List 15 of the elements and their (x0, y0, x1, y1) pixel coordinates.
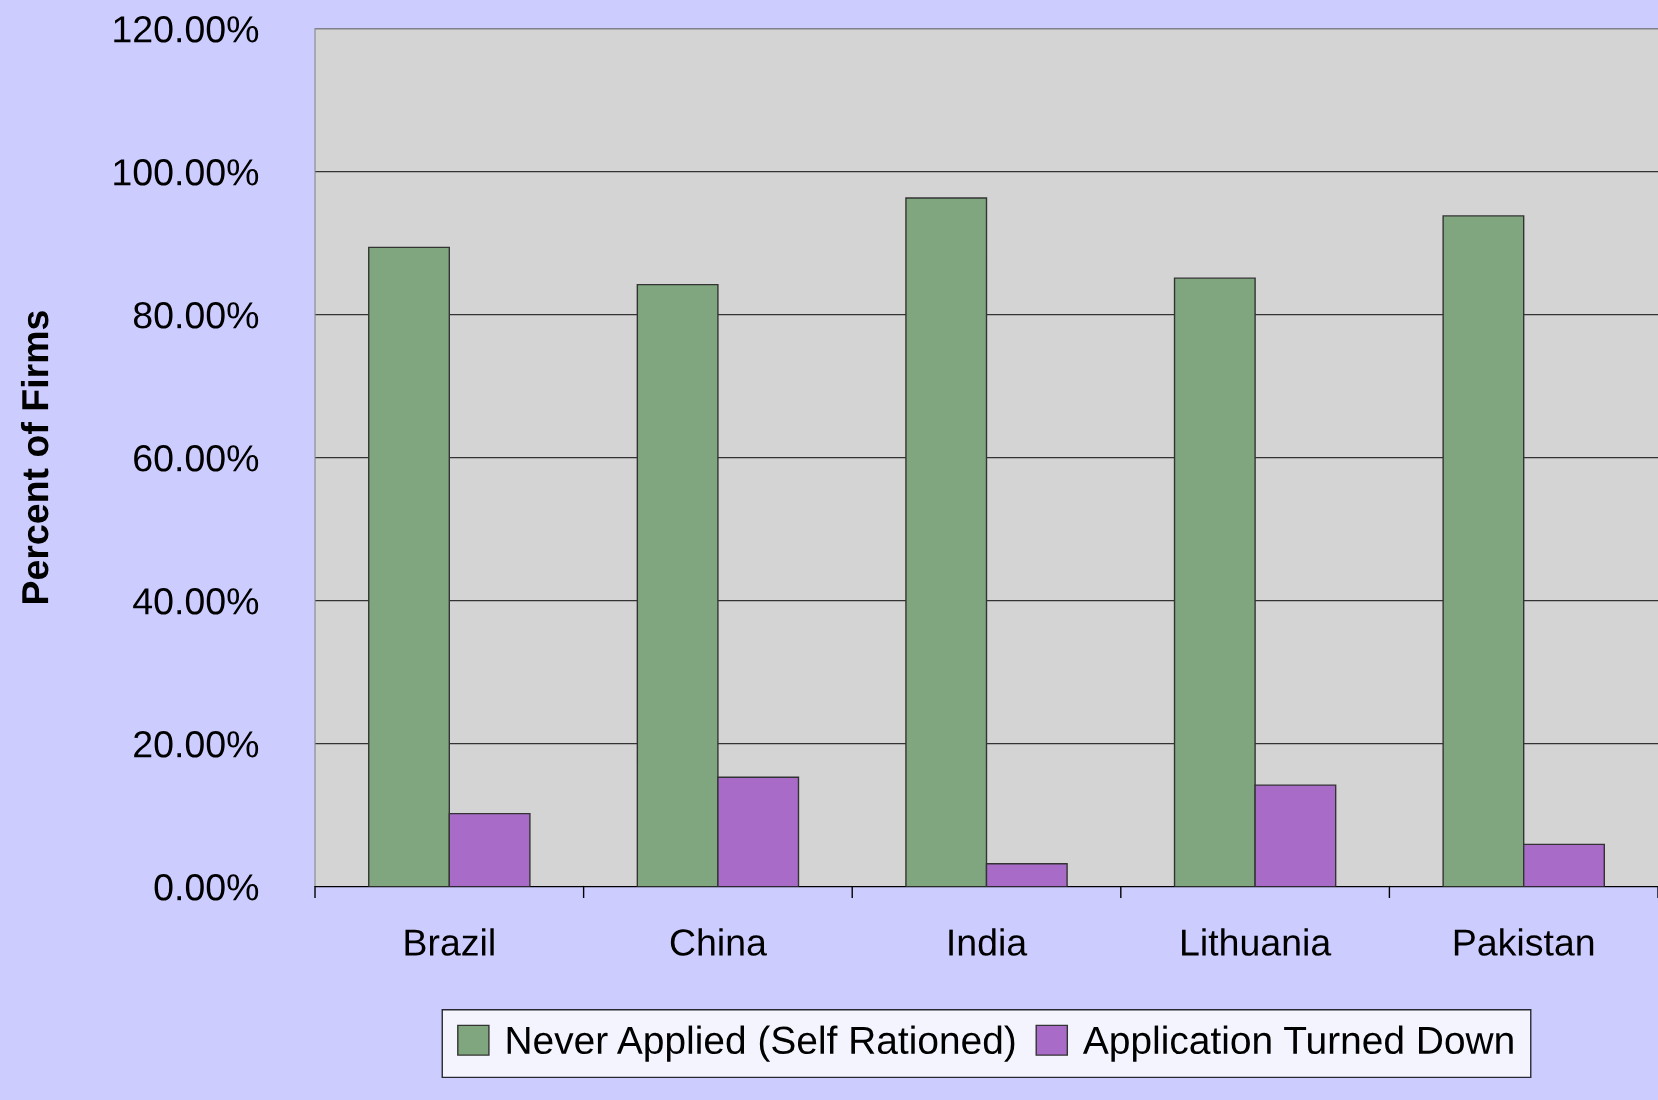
legend-label: Application Turned Down (1082, 1025, 1513, 1062)
x-tick-label: Pakistan (1454, 928, 1594, 956)
y-tick-label: 20.00% (134, 731, 259, 758)
y-tick-label: 100.00% (114, 159, 259, 186)
y-tick-label: 0.00% (154, 874, 259, 901)
y-tick-label: 40.00% (133, 588, 259, 615)
x-tick-label: Lithuania (1182, 928, 1332, 956)
y-tick-label: 80.00% (133, 302, 259, 329)
y-tick-label: 120.00% (114, 16, 259, 43)
legend-label: Never Applied (Self Rationed) (507, 1025, 1015, 1062)
y-tick-label: 60.00% (134, 445, 259, 472)
x-tick-label: Brazil (405, 928, 494, 956)
x-tick-label: India (949, 928, 1028, 956)
y-axis-title: Percent of Firms (20, 311, 49, 604)
x-tick-label: China (670, 928, 767, 956)
